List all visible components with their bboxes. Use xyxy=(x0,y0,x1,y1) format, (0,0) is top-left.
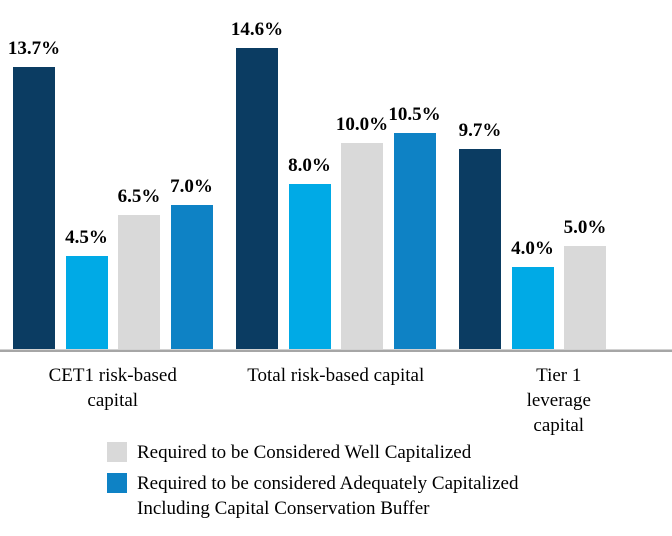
category-label-1: Total risk-based capital xyxy=(247,365,425,386)
legend-item-0: Required to be Considered Well Capitaliz… xyxy=(107,440,647,465)
bar-value-label: 10.0% xyxy=(335,114,389,135)
plot-area: 13.7% 14.6% 9.7% 4.5% 8.0% 4.0% 6.5% 10.0% 5.0% 7… xyxy=(7,19,607,349)
legend-item-1: Required to be considered Adequately Cap… xyxy=(107,471,647,521)
bar-blue-0 xyxy=(170,205,213,349)
bar-value-label: 7.0% xyxy=(170,176,213,197)
bar-value-label: 14.6% xyxy=(230,19,284,40)
bar-navy-2 xyxy=(459,149,501,349)
bar-gray-1 xyxy=(341,143,383,349)
bar-value-label: 8.0% xyxy=(288,155,331,176)
bar-cyan-1 xyxy=(288,184,331,349)
legend-swatch xyxy=(107,442,127,462)
legend: Required to be Considered Well Capitaliz… xyxy=(107,440,647,527)
bar-value-label: 9.7% xyxy=(458,120,502,141)
legend-swatch xyxy=(107,473,127,493)
bar-value-label: 4.0% xyxy=(511,238,554,259)
legend-label: Required to be considered Adequately Cap… xyxy=(137,473,519,519)
bar-blue-1 xyxy=(393,133,436,349)
bar-gray-2 xyxy=(564,246,606,349)
category-label-2: Tier 1 leverage capital xyxy=(526,365,591,436)
bar-cyan-0 xyxy=(65,256,108,349)
bar-value-label: 4.5% xyxy=(65,227,108,248)
bar-value-label: 13.7% xyxy=(7,38,61,59)
bar-gray-0 xyxy=(118,215,160,349)
category-label-0: CET1 risk-based capital xyxy=(48,365,177,411)
bar-value-label: 10.5% xyxy=(388,104,441,125)
bar-value-label: 6.5% xyxy=(117,186,161,207)
bar-value-label: 5.0% xyxy=(563,217,607,238)
bar-navy-1 xyxy=(236,48,278,349)
bar-cyan-2 xyxy=(511,267,554,349)
x-axis-line xyxy=(0,349,672,352)
bar-navy-0 xyxy=(13,67,55,349)
legend-label: Required to be Considered Well Capitaliz… xyxy=(137,442,472,463)
category-axis-labels: CET1 risk-based capital Total risk-based … xyxy=(0,363,672,436)
